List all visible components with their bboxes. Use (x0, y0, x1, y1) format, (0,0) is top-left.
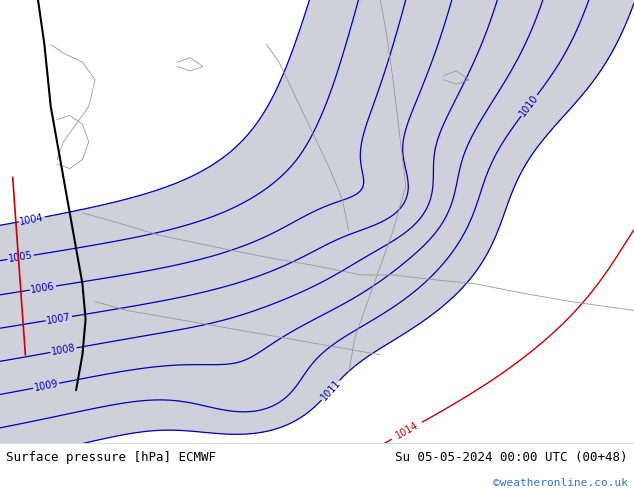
Text: 1008: 1008 (51, 343, 77, 357)
Text: 1009: 1009 (33, 378, 59, 393)
Text: 1014: 1014 (394, 420, 420, 441)
Text: Su 05-05-2024 00:00 UTC (00+48): Su 05-05-2024 00:00 UTC (00+48) (395, 451, 628, 464)
Text: 1005: 1005 (8, 250, 34, 264)
Text: 1010: 1010 (518, 93, 541, 118)
Text: Surface pressure [hPa] ECMWF: Surface pressure [hPa] ECMWF (6, 451, 216, 464)
Text: ©weatheronline.co.uk: ©weatheronline.co.uk (493, 478, 628, 488)
Text: 1007: 1007 (46, 312, 72, 325)
Text: 1011: 1011 (318, 378, 342, 403)
Text: 1006: 1006 (30, 281, 56, 295)
Text: 1004: 1004 (19, 212, 45, 227)
